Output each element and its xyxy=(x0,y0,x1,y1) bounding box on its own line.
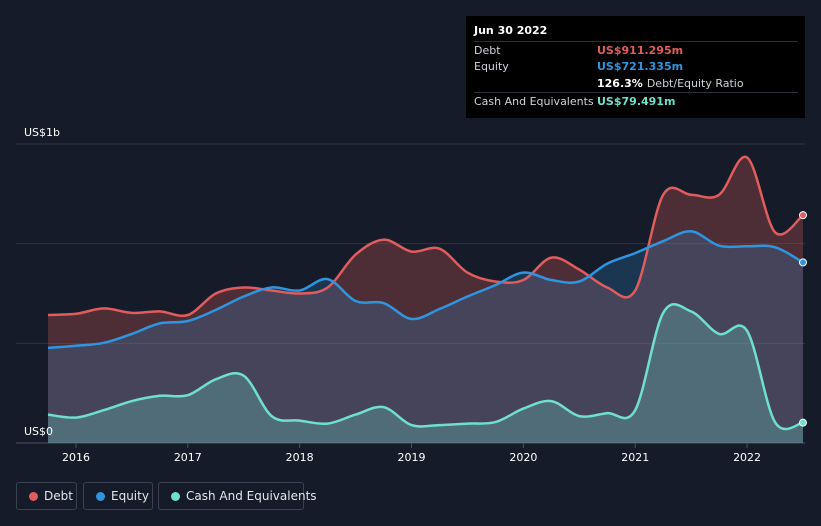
tooltip-ratio-value: 126.3% xyxy=(597,77,643,90)
debt-line xyxy=(47,155,804,318)
debt-area xyxy=(48,156,803,443)
x-tick-label: 2017 xyxy=(174,451,202,464)
cash-line xyxy=(47,303,804,431)
legend-cash-label: Cash And Equivalents xyxy=(186,489,317,503)
tooltip-row-ratio: 126.3% Debt/Equity Ratio xyxy=(474,75,798,92)
legend-equity-label: Equity xyxy=(111,489,149,503)
legend-cash-dot xyxy=(171,492,180,501)
legend-debt-dot xyxy=(29,492,38,501)
tooltip-date: Jun 30 2022 xyxy=(474,24,548,37)
area-fills xyxy=(48,156,803,443)
legend-item-equity[interactable]: Equity xyxy=(83,482,153,510)
legend-item-debt[interactable]: Debt xyxy=(16,482,77,510)
x-tick-label: 2016 xyxy=(62,451,90,464)
data-tooltip: Jun 30 2022 Debt US$911.295m Equity US$7… xyxy=(466,16,805,118)
y-axis-bottom-label: US$0 xyxy=(24,425,53,438)
legend-debt-label: Debt xyxy=(44,489,73,503)
equity-end-point xyxy=(799,258,807,267)
legend-item-cash[interactable]: Cash And Equivalents xyxy=(158,482,317,510)
tooltip-row-cash: Cash And Equivalents US$79.491m xyxy=(474,92,798,110)
cash-area xyxy=(48,304,803,443)
y-axis-top-label: US$1b xyxy=(24,126,60,139)
grid-lines xyxy=(16,143,805,444)
equity-line xyxy=(47,230,804,350)
x-tick-label: 2019 xyxy=(398,451,426,464)
equity-area xyxy=(48,231,803,443)
tooltip-cash-label: Cash And Equivalents xyxy=(474,95,594,108)
x-tick-label: 2021 xyxy=(621,451,649,464)
end-markers xyxy=(799,211,807,427)
x-tick-label: 2022 xyxy=(733,451,761,464)
tooltip-debt-value: US$911.295m xyxy=(597,44,684,57)
tooltip-debt-label: Debt xyxy=(474,44,501,57)
tooltip-row-debt: Debt US$911.295m xyxy=(474,41,798,59)
tooltip-cash-value: US$79.491m xyxy=(597,95,676,108)
legend-equity-dot xyxy=(96,492,105,501)
x-tick-label: 2020 xyxy=(509,451,537,464)
series-lines xyxy=(47,155,804,431)
cash-end-point xyxy=(799,418,807,427)
x-axis-ticks: 2016 2017 2018 2019 2020 2021 2022 xyxy=(62,443,761,464)
x-tick-label: 2018 xyxy=(286,451,314,464)
tooltip-row-equity: Equity US$721.335m xyxy=(474,58,798,75)
debt-end-point xyxy=(799,211,807,220)
tooltip-equity-label: Equity xyxy=(474,60,509,73)
tooltip-ratio-label: Debt/Equity Ratio xyxy=(646,77,744,90)
tooltip-equity-value: US$721.335m xyxy=(597,60,684,73)
